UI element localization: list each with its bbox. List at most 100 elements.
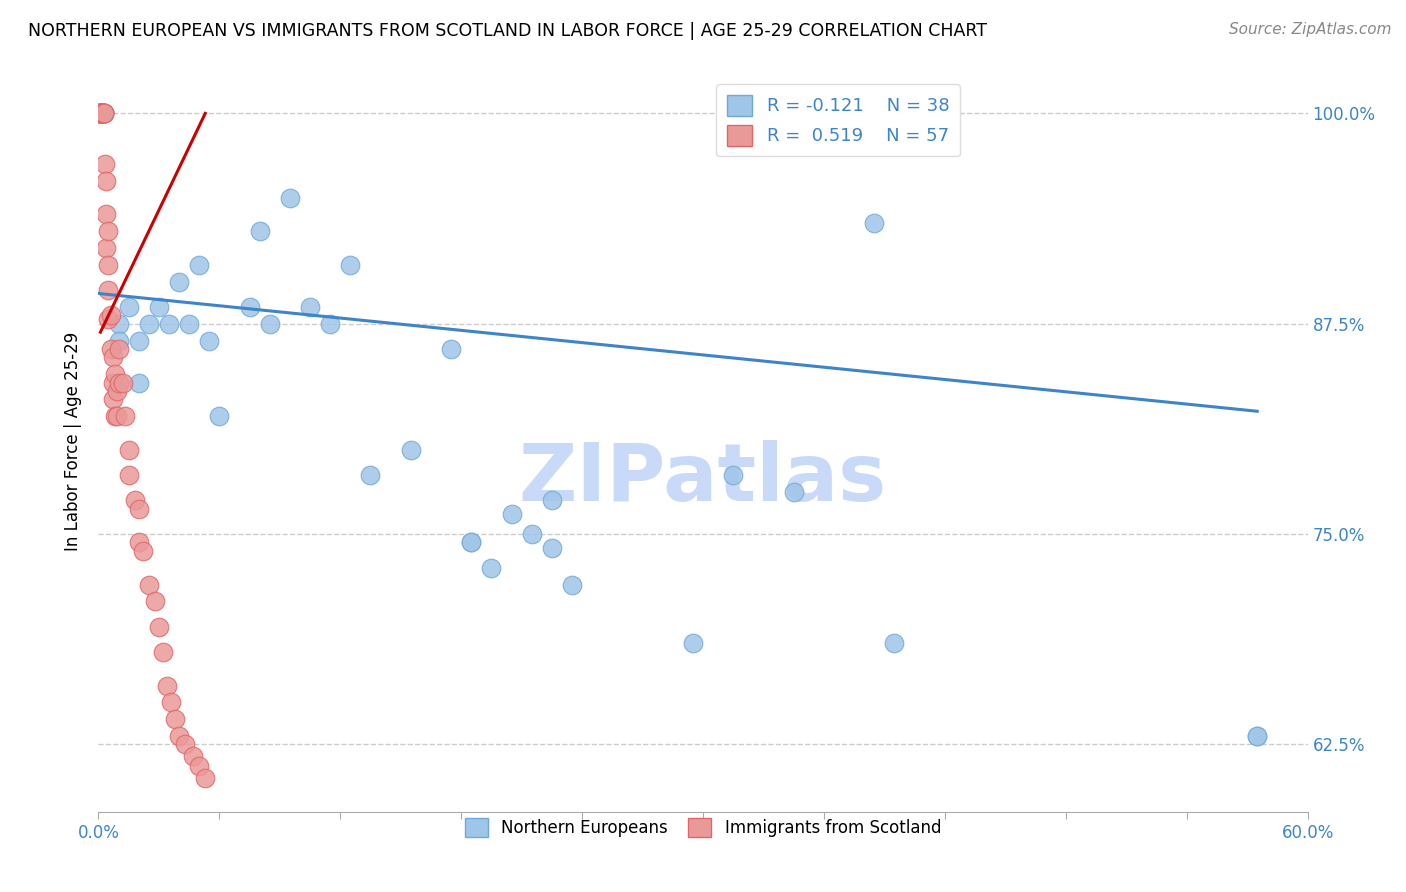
Point bbox=[208, 409, 231, 424]
Point bbox=[138, 317, 160, 331]
Point bbox=[188, 258, 211, 272]
Point bbox=[91, 106, 114, 120]
Point bbox=[89, 106, 111, 120]
Point bbox=[105, 409, 128, 424]
Point bbox=[501, 507, 523, 521]
Point bbox=[160, 695, 183, 709]
Point bbox=[883, 636, 905, 650]
Point bbox=[481, 560, 503, 574]
Point bbox=[194, 771, 217, 785]
Point bbox=[460, 535, 482, 549]
Point bbox=[360, 468, 382, 483]
Point bbox=[540, 493, 562, 508]
Point bbox=[132, 544, 155, 558]
Point bbox=[100, 342, 122, 356]
Point bbox=[249, 224, 271, 238]
Point bbox=[89, 106, 111, 120]
Point bbox=[97, 224, 120, 238]
Point bbox=[278, 190, 301, 204]
Point bbox=[107, 376, 129, 390]
Point bbox=[1246, 729, 1268, 743]
Point bbox=[89, 106, 111, 120]
Point bbox=[89, 106, 111, 120]
Point bbox=[93, 106, 115, 120]
Point bbox=[561, 577, 583, 591]
Point bbox=[399, 442, 422, 457]
Point bbox=[1246, 729, 1268, 743]
Point bbox=[339, 258, 361, 272]
Point bbox=[198, 334, 221, 348]
Point bbox=[179, 317, 201, 331]
Point bbox=[91, 106, 114, 120]
Point bbox=[167, 275, 190, 289]
Point bbox=[124, 493, 146, 508]
Point bbox=[96, 174, 118, 188]
Point bbox=[163, 712, 186, 726]
Point bbox=[94, 157, 117, 171]
Point bbox=[93, 106, 115, 120]
Point bbox=[114, 409, 136, 424]
Point bbox=[90, 106, 112, 120]
Point bbox=[107, 317, 129, 331]
Point bbox=[105, 384, 128, 398]
Point bbox=[188, 759, 211, 773]
Point bbox=[91, 106, 114, 120]
Point bbox=[682, 636, 704, 650]
Point bbox=[239, 300, 262, 314]
Point bbox=[152, 645, 174, 659]
Point bbox=[118, 300, 141, 314]
Legend: Northern Europeans, Immigrants from Scotland: Northern Europeans, Immigrants from Scot… bbox=[458, 812, 948, 844]
Point bbox=[138, 577, 160, 591]
Point bbox=[101, 351, 124, 365]
Point bbox=[89, 106, 111, 120]
Point bbox=[96, 241, 118, 255]
Point bbox=[90, 106, 112, 120]
Point bbox=[111, 376, 134, 390]
Point bbox=[148, 620, 170, 634]
Point bbox=[118, 442, 141, 457]
Point bbox=[128, 535, 150, 549]
Point bbox=[93, 106, 115, 120]
Point bbox=[97, 258, 120, 272]
Text: ZIPatlas: ZIPatlas bbox=[519, 440, 887, 517]
Point bbox=[520, 527, 543, 541]
Point bbox=[299, 300, 322, 314]
Point bbox=[101, 376, 124, 390]
Point bbox=[107, 342, 129, 356]
Point bbox=[118, 468, 141, 483]
Point bbox=[103, 368, 125, 382]
Point bbox=[440, 342, 463, 356]
Point bbox=[128, 334, 150, 348]
Point bbox=[181, 749, 204, 764]
Point bbox=[156, 679, 179, 693]
Point bbox=[723, 468, 745, 483]
Point bbox=[174, 738, 197, 752]
Text: NORTHERN EUROPEAN VS IMMIGRANTS FROM SCOTLAND IN LABOR FORCE | AGE 25-29 CORRELA: NORTHERN EUROPEAN VS IMMIGRANTS FROM SCO… bbox=[28, 22, 987, 40]
Point bbox=[101, 392, 124, 407]
Point bbox=[93, 106, 115, 120]
Point bbox=[128, 501, 150, 516]
Point bbox=[100, 309, 122, 323]
Point bbox=[863, 216, 886, 230]
Point bbox=[460, 535, 482, 549]
Point bbox=[167, 729, 190, 743]
Text: Source: ZipAtlas.com: Source: ZipAtlas.com bbox=[1229, 22, 1392, 37]
Point bbox=[143, 594, 166, 608]
Point bbox=[91, 106, 114, 120]
Point bbox=[93, 106, 115, 120]
Point bbox=[783, 485, 806, 500]
Point bbox=[319, 317, 342, 331]
Point bbox=[93, 106, 115, 120]
Point bbox=[89, 106, 111, 120]
Point bbox=[157, 317, 180, 331]
Point bbox=[107, 334, 129, 348]
Point bbox=[259, 317, 281, 331]
Point bbox=[128, 376, 150, 390]
Point bbox=[96, 207, 118, 221]
Point bbox=[103, 409, 125, 424]
Point bbox=[97, 283, 120, 297]
Point bbox=[148, 300, 170, 314]
Y-axis label: In Labor Force | Age 25-29: In Labor Force | Age 25-29 bbox=[65, 332, 83, 551]
Point bbox=[540, 541, 562, 555]
Point bbox=[97, 311, 120, 326]
